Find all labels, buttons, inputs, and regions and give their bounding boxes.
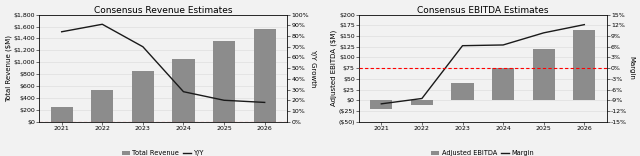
Title: Consensus EBITDA Estimates: Consensus EBITDA Estimates: [417, 6, 548, 15]
Y-axis label: Margin: Margin: [628, 56, 634, 80]
Bar: [51, 107, 73, 122]
Bar: [451, 83, 474, 100]
Y-axis label: Adjusted EBITDA ($M): Adjusted EBITDA ($M): [330, 30, 337, 106]
Bar: [172, 59, 195, 122]
Legend: Adjusted EBITDA, Margin: Adjusted EBITDA, Margin: [429, 148, 537, 156]
Title: Consensus Revenue Estimates: Consensus Revenue Estimates: [94, 6, 232, 15]
Bar: [492, 68, 515, 100]
Y-axis label: Y/Y Growth: Y/Y Growth: [310, 49, 316, 87]
Legend: Total Revenue, Y/Y: Total Revenue, Y/Y: [119, 148, 207, 156]
Bar: [573, 30, 595, 100]
Bar: [370, 100, 392, 109]
Bar: [213, 41, 236, 122]
Bar: [91, 90, 113, 122]
Bar: [411, 100, 433, 105]
Bar: [532, 49, 555, 100]
Y-axis label: Total Revenue ($M): Total Revenue ($M): [6, 35, 12, 102]
Bar: [253, 29, 276, 122]
Bar: [132, 71, 154, 122]
